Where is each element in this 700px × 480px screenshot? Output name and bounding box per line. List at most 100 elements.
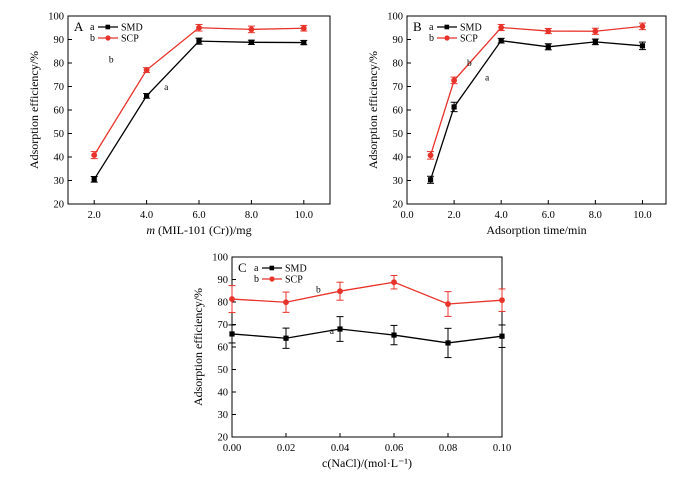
panel-b-legend-label: SMD bbox=[460, 23, 482, 34]
panel-a-point-scp bbox=[143, 67, 150, 73]
panel-a-legend-label: SCP bbox=[121, 34, 139, 45]
panel-c-y-tick-label: 40 bbox=[218, 388, 229, 399]
panel-b-x-tick-label: 10.0 bbox=[633, 210, 651, 221]
panel-a-point-smd bbox=[196, 38, 202, 44]
panel-b-point-smd bbox=[498, 38, 504, 44]
panel-c-x-tick-label: 0.06 bbox=[385, 443, 403, 454]
panel-a-point-scp bbox=[196, 24, 202, 31]
panel-c-point-smd bbox=[283, 335, 289, 341]
panel-c-y-tick-label: 70 bbox=[218, 320, 229, 331]
panel-c-series-scp bbox=[228, 274, 506, 317]
panel-b-x-tick-label: 0.0 bbox=[400, 210, 413, 221]
panel-b-y-tick-label: 80 bbox=[393, 59, 404, 70]
panel-c-legend-marker bbox=[269, 265, 275, 271]
panel-a-y-axis-label: Adsorption efficiency/% bbox=[27, 51, 41, 169]
panel-b-series-smd bbox=[427, 37, 646, 184]
panel-b-x-tick-label: 4.0 bbox=[495, 210, 508, 221]
panel-a-line-scp bbox=[93, 27, 304, 156]
panel-a-point-smd bbox=[248, 39, 254, 45]
panel-a-y-tick-label: 30 bbox=[54, 176, 65, 187]
panel-b-point-scp bbox=[545, 28, 552, 34]
panel-a-y-tick-label: 40 bbox=[54, 153, 65, 164]
panel-a-point-smd bbox=[301, 39, 307, 46]
panel-c-point-scp bbox=[229, 296, 235, 302]
panel-c-legend-label: SMD bbox=[285, 264, 307, 275]
panel-c-chart: 20 30 40 50 60 70 80 90 100 0.00 0.02 0.04 0.06 0.08 0… bbox=[191, 253, 511, 470]
panel-b-y-tick-label: 60 bbox=[393, 106, 404, 117]
panel-a-point-scp bbox=[300, 25, 307, 32]
panel-c-point-smd bbox=[391, 332, 397, 338]
panel-a-y-tick-label: 90 bbox=[54, 35, 65, 46]
panel-c-y-tick-label: 20 bbox=[218, 433, 229, 444]
panel-c-legend-marker bbox=[269, 276, 275, 282]
panel-c-legend-prefix: b bbox=[254, 274, 259, 285]
panel-b-y-tick-label: 40 bbox=[393, 153, 404, 164]
panel-b-y-tick-label: 100 bbox=[387, 12, 403, 23]
panel-b-y-tick-label: 20 bbox=[393, 200, 404, 211]
panel-a-x-tick-label: 10.0 bbox=[295, 210, 313, 221]
panel-b-y-tick-label: 30 bbox=[393, 176, 404, 187]
panel-b-legend-marker bbox=[444, 24, 450, 30]
panel-c-point-scp bbox=[283, 299, 289, 306]
panel-a-annotation: b bbox=[109, 55, 114, 65]
panel-c-x-axis-label: c(NaCl)/(mol·L⁻¹) bbox=[322, 456, 412, 470]
panel-a-point-scp bbox=[248, 26, 255, 33]
panel-b-annotation: b bbox=[467, 59, 472, 69]
panel-b-x-tick-label: 8.0 bbox=[589, 210, 602, 221]
panel-b-point-smd bbox=[427, 177, 434, 183]
panel-c-point-smd bbox=[229, 331, 235, 337]
panel-a-point-smd bbox=[91, 176, 97, 182]
panel-a-y-tick-label: 20 bbox=[54, 200, 65, 211]
panel-a-series-smd bbox=[90, 37, 308, 183]
panel-c-point-smd bbox=[445, 340, 451, 346]
panel-b-point-smd bbox=[545, 44, 551, 50]
panel-a-panel-label: A bbox=[74, 19, 84, 34]
panel-b-x-axis-label: Adsorption time/min bbox=[486, 223, 586, 237]
panel-a-x-axis-label-text: (MIL-101 (Cr))/mg bbox=[155, 223, 252, 237]
panel-b-y-tick-label: 50 bbox=[393, 129, 404, 140]
panel-c-x-tick-label: 0.04 bbox=[331, 443, 350, 454]
panel-a-chart: 20 30 40 50 60 70 80 90 100 2.0 4.0 6.0 8.0 10.0 Adsor… bbox=[27, 12, 331, 237]
panel-c-x-tick-label: 0.08 bbox=[439, 443, 457, 454]
panel-a-x-tick-label: 6.0 bbox=[192, 210, 205, 221]
panel-a-y-tick-label: 60 bbox=[54, 106, 65, 117]
panel-a-y-tick-label: 100 bbox=[48, 12, 64, 23]
panel-b-point-smd bbox=[451, 104, 457, 110]
panel-c-y-tick-label: 90 bbox=[218, 275, 229, 286]
panel-b-legend-prefix: a bbox=[429, 22, 434, 33]
panel-a-x-axis-label-italic: m bbox=[146, 223, 155, 237]
panel-a-x-tick-label: 8.0 bbox=[245, 210, 258, 221]
panel-b-legend-label: SCP bbox=[460, 34, 478, 45]
panel-c-line-smd bbox=[231, 328, 503, 344]
panel-c-point-scp bbox=[499, 297, 505, 304]
panel-a-legend-prefix: a bbox=[90, 22, 95, 33]
panel-b-point-smd bbox=[592, 39, 598, 45]
panel-a-point-smd bbox=[144, 93, 150, 99]
panel-c-x-tick-label: 0.10 bbox=[493, 443, 511, 454]
panel-c-annotation: b bbox=[316, 286, 321, 296]
panel-a-y-tick-label: 80 bbox=[54, 59, 65, 70]
panel-a-legend-marker bbox=[105, 24, 111, 30]
panel-b-panel-label: B bbox=[413, 19, 422, 34]
panel-a-y-tick-label: 50 bbox=[54, 129, 65, 140]
panel-a-series-scp bbox=[90, 23, 308, 160]
panel-b-legend-prefix: b bbox=[429, 33, 434, 44]
panel-b-x-tick-label: 2.0 bbox=[448, 210, 461, 221]
panel-b-line-scp bbox=[429, 25, 643, 156]
panel-c-y-tick-label: 50 bbox=[218, 365, 229, 376]
panel-c-y-tick-label: 100 bbox=[212, 253, 228, 264]
panel-c-point-scp bbox=[337, 288, 343, 295]
panel-b-point-scp bbox=[639, 23, 646, 30]
panel-b-y-tick-label: 90 bbox=[393, 35, 404, 46]
panel-b-point-scp bbox=[451, 77, 457, 84]
panel-c-y-axis-label: Adsorption efficiency/% bbox=[191, 288, 205, 406]
panel-a-x-axis-label: m (MIL-101 (Cr))/mg bbox=[146, 223, 251, 237]
panel-c-series-smd bbox=[228, 316, 506, 359]
panel-c-x-tick-label: 0.02 bbox=[277, 443, 295, 454]
panel-c-point-smd bbox=[499, 333, 505, 339]
panel-b-point-scp bbox=[498, 24, 505, 31]
panel-a-x-tick-label: 2.0 bbox=[88, 210, 101, 221]
panel-a-legend-label: SMD bbox=[121, 23, 143, 34]
panel-b-chart: 20 30 40 50 60 70 80 90 100 0.0 2.0 4.0 6.0 8.0 10.0 Ad… bbox=[366, 12, 667, 237]
